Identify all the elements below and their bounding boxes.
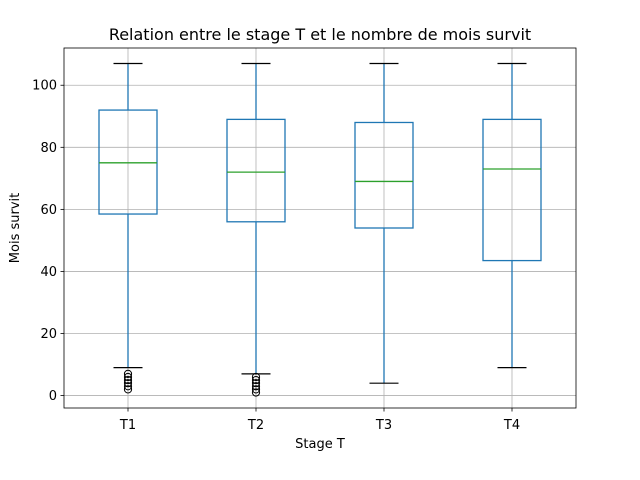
iqr-box <box>226 118 286 223</box>
iqr-box <box>354 121 414 229</box>
outlier-point <box>123 369 133 378</box>
box-group-t2 <box>226 62 286 397</box>
y-tick-label: 100 <box>32 79 57 94</box>
x-tick-label: T3 <box>375 418 392 433</box>
y-tick-label: 40 <box>40 265 57 280</box>
x-tick-label: T1 <box>119 418 136 433</box>
x-axis-label: Stage T <box>295 437 345 452</box>
x-tick-label: T2 <box>247 418 264 433</box>
y-tick-label: 60 <box>40 203 57 218</box>
chart-title: Relation entre le stage T et le nombre d… <box>109 25 531 44</box>
tick-layer: 0 20 40 60 80 100 T1 T2 T3 T4 <box>32 79 520 433</box>
box-group-t4 <box>482 62 542 369</box>
outlier-point <box>251 385 261 394</box>
outlier-point <box>251 372 261 382</box>
y-tick-label: 20 <box>40 327 57 342</box>
box-group-t3 <box>354 62 414 384</box>
y-tick-label: 80 <box>40 141 57 156</box>
outlier-point <box>123 372 133 382</box>
outlier-point <box>251 375 261 385</box>
outlier-point <box>123 375 133 385</box>
box-layer <box>98 62 542 397</box>
iqr-box <box>482 118 542 262</box>
outlier-point <box>251 379 261 388</box>
x-tick-label: T4 <box>503 418 520 433</box>
outlier-point <box>251 388 261 397</box>
outlier-point <box>123 379 133 388</box>
outlier-point <box>123 382 133 391</box>
outlier-point <box>251 382 261 391</box>
outlier-point <box>123 385 133 394</box>
plot-area-frame <box>63 47 577 409</box>
y-tick-label: 0 <box>49 389 57 404</box>
y-axis-label: Mois survit <box>8 193 23 263</box>
box-group-t1 <box>98 62 158 394</box>
iqr-box <box>98 109 158 215</box>
